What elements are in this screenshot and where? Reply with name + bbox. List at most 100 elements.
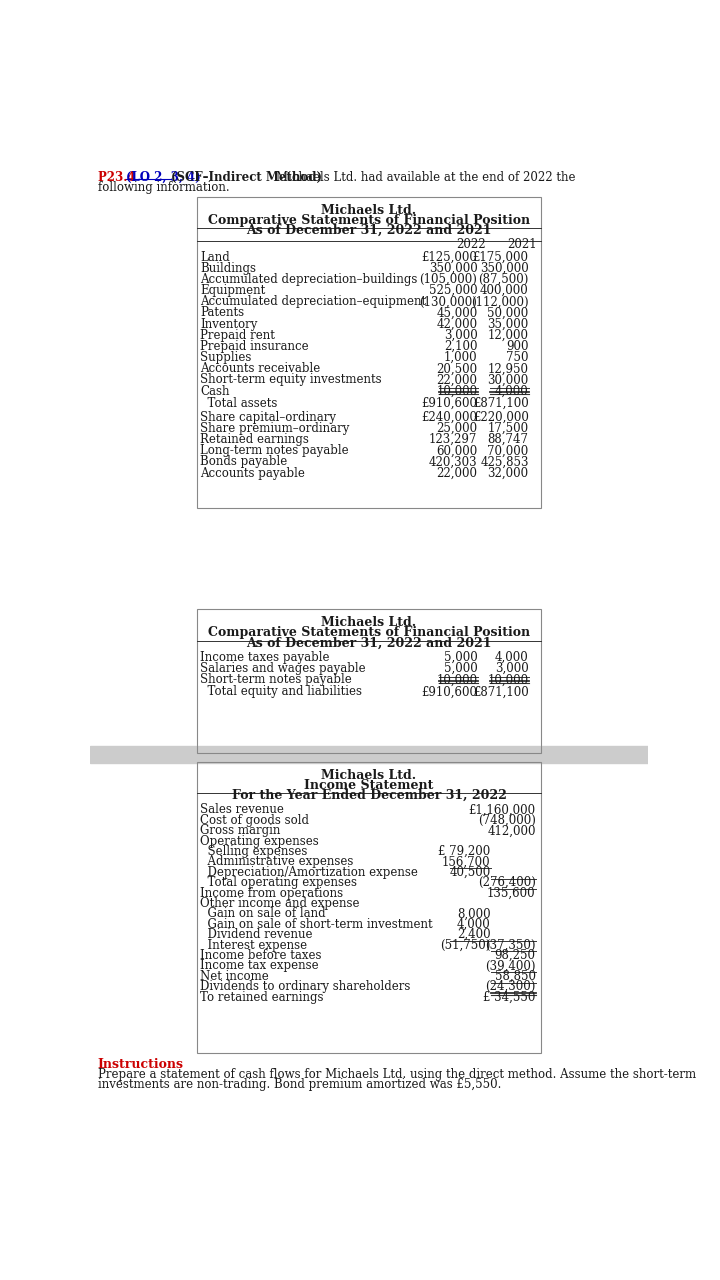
Text: 32,000: 32,000: [487, 467, 528, 480]
Text: (24,300): (24,300): [485, 980, 536, 993]
Text: £910,600: £910,600: [421, 397, 477, 410]
Text: 5,000: 5,000: [444, 652, 477, 664]
Text: To retained earnings: To retained earnings: [200, 991, 323, 1004]
Text: 45,000: 45,000: [436, 306, 477, 320]
Text: Accounts payable: Accounts payable: [200, 467, 305, 480]
Text: (SCF–Indirect Method): (SCF–Indirect Method): [171, 170, 325, 183]
Text: (LO 2, 3, 4): (LO 2, 3, 4): [126, 170, 204, 183]
Text: investments are non-trading. Bond premium amortized was £5,550.: investments are non-trading. Bond premiu…: [98, 1078, 501, 1092]
Text: Share premium–ordinary: Share premium–ordinary: [200, 422, 349, 435]
Text: 88,747: 88,747: [487, 433, 528, 447]
Text: 3,000: 3,000: [444, 329, 477, 342]
Text: P23.4: P23.4: [98, 170, 140, 183]
Text: Prepaid rent: Prepaid rent: [200, 329, 275, 342]
Text: Cash: Cash: [200, 384, 230, 398]
Text: 42,000: 42,000: [436, 317, 477, 330]
Text: 350,000: 350,000: [428, 262, 477, 275]
Text: Income before taxes: Income before taxes: [200, 948, 322, 963]
Text: 20,500: 20,500: [436, 362, 477, 375]
Text: As of December 31, 2022 and 2021: As of December 31, 2022 and 2021: [246, 224, 492, 237]
Text: Income Statement: Income Statement: [305, 778, 433, 792]
Text: Net income: Net income: [200, 970, 269, 983]
Text: Gain on sale of short-term investment: Gain on sale of short-term investment: [200, 918, 433, 931]
Text: (39,400): (39,400): [485, 960, 536, 973]
Text: Depreciation/Amortization expense: Depreciation/Amortization expense: [200, 865, 418, 879]
Text: 22,000: 22,000: [436, 374, 477, 387]
Text: (105,000): (105,000): [420, 273, 477, 285]
Text: following information.: following information.: [98, 182, 230, 195]
Text: 350,000: 350,000: [480, 262, 528, 275]
Text: Gross margin: Gross margin: [200, 824, 280, 837]
Text: Accumulated depreciation–equipment: Accumulated depreciation–equipment: [200, 296, 426, 308]
Text: 4,000: 4,000: [495, 384, 528, 398]
Text: 12,950: 12,950: [487, 362, 528, 375]
Text: Comparative Statements of Financial Position: Comparative Statements of Financial Posi…: [208, 626, 530, 640]
Text: Total equity and liabilities: Total equity and liabilities: [200, 685, 362, 699]
Text: Income tax expense: Income tax expense: [200, 960, 319, 973]
Text: 70,000: 70,000: [487, 444, 528, 457]
Text: Michaels Ltd.: Michaels Ltd.: [321, 204, 417, 216]
Text: 17,500: 17,500: [487, 422, 528, 435]
Text: Salaries and wages payable: Salaries and wages payable: [200, 662, 366, 675]
Text: 156,700: 156,700: [442, 855, 490, 868]
Text: (37,350): (37,350): [485, 938, 536, 951]
Text: 50,000: 50,000: [487, 306, 528, 320]
Text: 420,303: 420,303: [429, 456, 477, 468]
Text: Michaels Ltd.: Michaels Ltd.: [321, 617, 417, 630]
Text: Equipment: Equipment: [200, 284, 265, 297]
Text: 5,000: 5,000: [444, 662, 477, 675]
Text: Share capital–ordinary: Share capital–ordinary: [200, 411, 336, 424]
Text: 40,500: 40,500: [449, 865, 490, 879]
Text: 123,297: 123,297: [429, 433, 477, 447]
Bar: [197, 762, 541, 1053]
Text: £ 34,550: £ 34,550: [483, 991, 536, 1004]
Text: 22,000: 22,000: [436, 467, 477, 480]
Text: Michaels Ltd. had available at the end of 2022 the: Michaels Ltd. had available at the end o…: [276, 170, 575, 183]
Text: 2021: 2021: [508, 238, 537, 251]
Bar: [90, 746, 648, 763]
Text: Short-term notes payable: Short-term notes payable: [200, 673, 352, 686]
Text: (112,000): (112,000): [471, 296, 528, 308]
Text: Interest expense: Interest expense: [200, 938, 307, 951]
Text: 750: 750: [506, 351, 528, 364]
Text: 400,000: 400,000: [480, 284, 528, 297]
Text: 1,000: 1,000: [444, 351, 477, 364]
Text: Accounts receivable: Accounts receivable: [200, 362, 320, 375]
Text: Prepare a statement of cash flows for Michaels Ltd. using the direct method. Ass: Prepare a statement of cash flows for Mi…: [98, 1069, 696, 1082]
Text: Comparative Statements of Financial Position: Comparative Statements of Financial Posi…: [208, 214, 530, 227]
Text: Gain on sale of land: Gain on sale of land: [200, 908, 325, 920]
Text: For the Year Ended December 31, 2022: For the Year Ended December 31, 2022: [232, 788, 506, 801]
Text: £220,000: £220,000: [473, 411, 528, 424]
Text: Supplies: Supplies: [200, 351, 251, 364]
Text: 58,850: 58,850: [495, 970, 536, 983]
Text: Instructions: Instructions: [98, 1057, 184, 1070]
Bar: [197, 197, 541, 508]
Text: Buildings: Buildings: [200, 262, 256, 275]
Text: 412,000: 412,000: [487, 824, 536, 837]
Text: Retained earnings: Retained earnings: [200, 433, 309, 447]
Text: 525,000: 525,000: [429, 284, 477, 297]
Text: 10,000: 10,000: [487, 673, 528, 686]
Text: £1,160,000: £1,160,000: [469, 804, 536, 817]
Text: £871,100: £871,100: [473, 397, 528, 410]
Text: Other income and expense: Other income and expense: [200, 897, 359, 910]
Text: £125,000: £125,000: [422, 251, 477, 264]
Text: (748,000): (748,000): [478, 814, 536, 827]
Text: 10,000: 10,000: [436, 673, 477, 686]
Text: Selling expenses: Selling expenses: [200, 845, 307, 858]
Text: 3,000: 3,000: [495, 662, 528, 675]
Text: Inventory: Inventory: [200, 317, 258, 330]
Text: (51,750): (51,750): [441, 938, 490, 951]
Text: 60,000: 60,000: [436, 444, 477, 457]
Text: Prepaid insurance: Prepaid insurance: [200, 340, 309, 353]
Text: Operating expenses: Operating expenses: [200, 835, 319, 847]
Text: 900: 900: [506, 340, 528, 353]
Text: Accumulated depreciation–buildings: Accumulated depreciation–buildings: [200, 273, 418, 285]
Text: (130,000): (130,000): [420, 296, 477, 308]
Text: Total operating expenses: Total operating expenses: [200, 877, 357, 890]
Text: Patents: Patents: [200, 306, 244, 320]
Text: Dividend revenue: Dividend revenue: [200, 928, 312, 941]
Text: 2,100: 2,100: [444, 340, 477, 353]
Text: Bonds payable: Bonds payable: [200, 456, 287, 468]
Text: 12,000: 12,000: [487, 329, 528, 342]
